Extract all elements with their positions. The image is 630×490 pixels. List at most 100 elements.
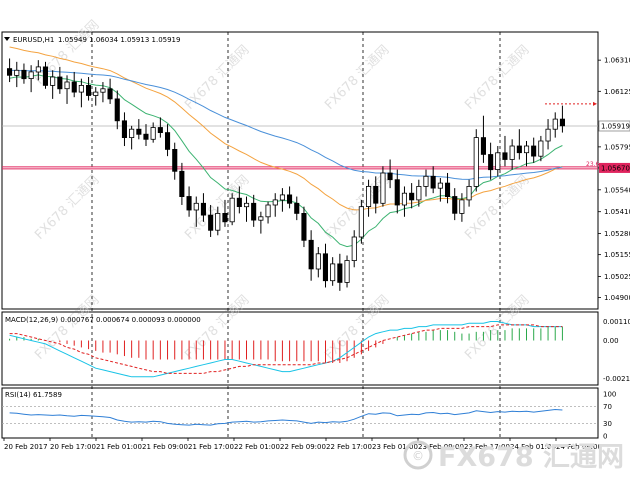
fx678-logo-text: FX678 汇通网 [438,442,624,473]
candle-body [50,76,56,86]
watermark-text: FX678 汇通网 [462,43,532,113]
price-tick-label: 1.05795 [604,143,630,151]
macd-tick-label: -0.002197 [603,375,630,383]
candle-body [71,81,77,93]
candle-body [480,137,486,155]
rsi-tick-label: 30 [603,420,612,428]
candle-body [538,140,544,157]
watermark-text: FX678 汇通网 [182,43,252,113]
candle-body [531,145,537,157]
candle-body [380,172,386,204]
candle-body [524,145,530,154]
candle-body [57,76,63,90]
candle-body [136,128,142,135]
macd-plot [9,321,563,378]
candle-body [409,192,415,201]
candle-body [215,212,221,231]
candle-body [64,81,70,90]
time-tick-label: 24 Feb 09:00 [556,443,602,451]
candle-body [344,260,350,283]
price-axis: 1.06310 1.06125 1.05919 1.05795 1.05670 1.055… [598,57,630,302]
candle-body [373,185,379,204]
candle-body [308,239,314,270]
candle-body [78,85,84,93]
candle-body [401,192,407,206]
fib-price-tag-text: 1.05670 [601,164,630,172]
time-tick-label: 21 Feb 09:00 [142,443,188,451]
candle-body [157,127,163,133]
current-price-tag [598,120,630,132]
candle-body [258,216,264,221]
time-axis: 20 Feb 2017 20 Feb 17:00 21 Feb 01:00 21 Fe… [3,438,602,451]
candle-body [444,182,451,198]
session-separators [91,32,501,438]
candle-body [286,194,293,204]
candle-body [430,175,436,189]
time-tick-label: 20 Feb 2017 [4,443,48,451]
fib-price-tag [599,162,630,173]
candle-body [452,196,458,214]
price-tick-label: 1.05025 [604,273,630,281]
candle-body [208,214,214,231]
candle-body [488,154,494,171]
candle-body [86,85,92,96]
ema-long-line [9,69,563,180]
rsi-title: RSI(14) 61.7589 [5,391,62,399]
macd-axis: 0.001108 0.00 -0.002197 [603,318,630,383]
fx678-logo: © FX678 汇通网 [403,440,624,473]
candle-body [559,118,565,127]
candle-body [294,202,300,214]
candle-body [129,128,135,138]
price-tick-label: 1.05540 [604,186,630,194]
svg-text:©: © [412,449,424,463]
candle-body [229,197,235,223]
candle-body [150,127,156,140]
time-tick-label: 22 Feb 17:00 [326,443,372,451]
time-tick-label: 24 Feb 01:00 [510,443,556,451]
time-tick-label: 23 Feb 09:00 [418,443,464,451]
candle-body [459,199,465,214]
price-tick-label: 1.06310 [604,57,630,65]
fib-label: 23.6 [586,161,600,168]
candle-body [28,71,34,80]
candle-body [107,88,113,100]
candle-body [121,120,128,139]
time-tick-label: 22 Feb 09:00 [280,443,326,451]
collapse-triangle-icon[interactable] [4,37,10,41]
candle-body [351,236,357,262]
candle-body [322,253,328,282]
candle-body [7,68,13,76]
rsi-line [9,408,563,426]
rsi-plot [2,406,598,426]
macd-tick-label: 0.001108 [603,318,630,326]
time-tick-label: 22 Feb 01:00 [234,443,280,451]
price-tick-label: 1.06125 [604,88,630,96]
candle-body [251,202,257,221]
candle-body [265,204,271,218]
time-tick-label: 21 Feb 01:00 [96,443,142,451]
candle-body [164,132,171,150]
price-plot: 23.6 [2,46,600,291]
candle-body [301,212,307,241]
candle-body [502,152,508,160]
watermark-text: FX678 汇通网 [322,43,392,113]
price-tick-label: 1.05155 [604,251,630,259]
target-arrow-icon [593,101,597,106]
candle-body [387,172,393,181]
macd-line [9,321,563,378]
rsi-axis: 100 70 30 0 [603,391,616,441]
candle-body [545,128,551,142]
candle-body [193,202,199,211]
candle-body [279,194,285,201]
ohlc-header: 1.05949 1.06034 1.05913 1.05919 [58,36,180,44]
time-tick-label: 21 Feb 17:00 [188,443,234,451]
candle-body [93,91,99,96]
rsi-tick-label: 0 [603,433,607,441]
watermark-text: FX678 汇通网 [462,173,532,243]
candle-body [222,212,228,223]
candle-body [143,133,149,140]
candle-body [330,263,336,282]
candle-body [200,202,207,216]
main-panel-frame [1,31,599,310]
time-tick-label: 23 Feb 17:00 [464,443,510,451]
